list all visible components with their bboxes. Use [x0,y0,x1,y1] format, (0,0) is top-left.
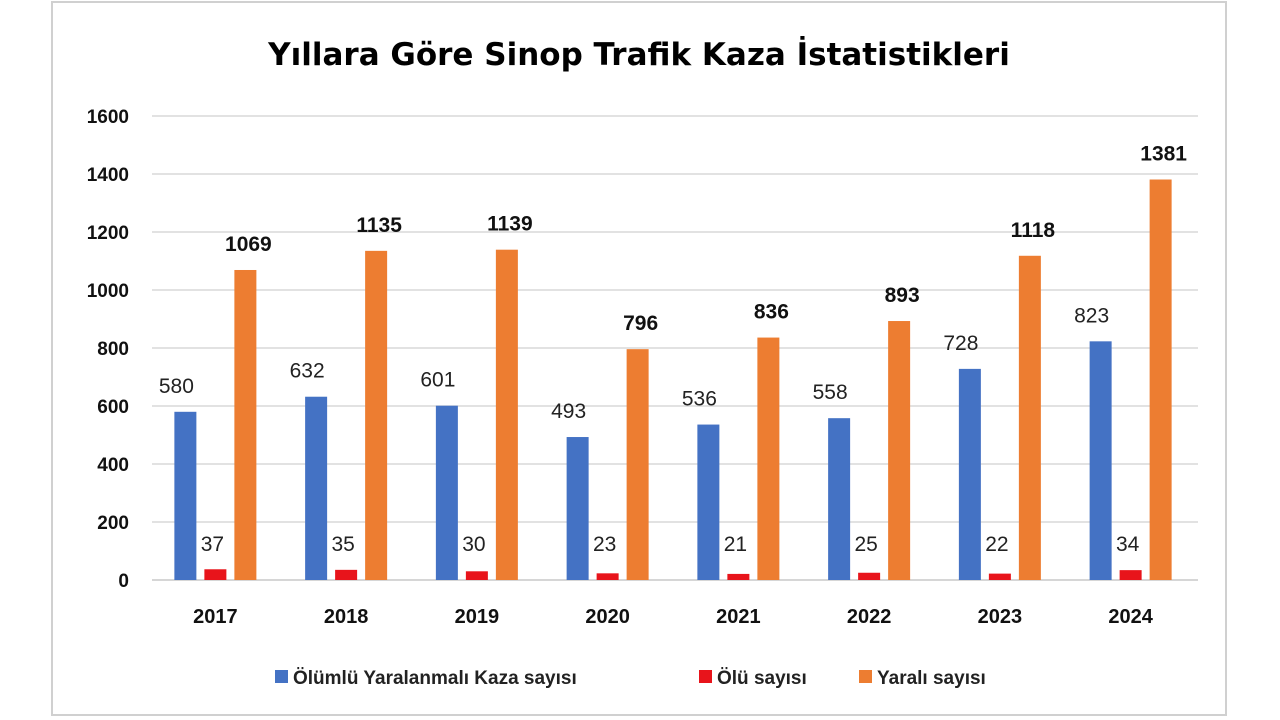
data-labels: 580 37 1069 632 35 1135 601 30 1139 493 23 796 536 21… [159,143,1187,556]
bar-accidents [305,396,328,580]
legend: Ölümlü Yaralanmalı Kaza sayısı Ölü sayısı… [275,668,986,689]
x-tick-label: 2021 [716,606,761,628]
bar-accidents [958,368,981,580]
legend-item-accidents: Ölümlü Yaralanmalı Kaza sayısı [275,668,577,689]
bar-deaths [204,569,227,580]
y-axis-ticks: 0 200 400 600 800 1000 1200 1400 1600 [87,107,129,592]
bar-accidents [435,405,458,580]
x-tick-label: 2022 [847,606,892,628]
bar-injured [1018,255,1041,580]
y-tick-label: 400 [97,455,129,476]
bar-accidents [566,437,589,580]
bars [174,179,1172,580]
bar-injured [365,250,388,580]
data-label-deaths: 21 [724,533,747,556]
bar-deaths [858,572,881,580]
data-label-accidents: 493 [551,400,586,423]
data-label-accidents: 580 [159,375,194,398]
legend-item-deaths: Ölü sayısı [699,668,807,689]
bar-injured [626,349,649,580]
data-label-deaths: 34 [1116,533,1140,556]
bar-deaths [335,569,358,580]
bar-deaths [596,573,619,580]
y-tick-label: 600 [97,397,129,418]
data-label-deaths: 25 [854,533,877,556]
data-label-accidents: 601 [420,369,455,392]
bar-accidents [697,424,720,580]
data-label-injured: 1118 [1011,219,1056,242]
data-label-deaths: 30 [462,533,485,556]
bar-chart: Yıllara Göre Sinop Trafik Kaza İstatisti… [87,37,1198,689]
data-label-accidents: 823 [1074,304,1109,327]
bar-injured [234,269,257,580]
legend-swatch [699,670,712,683]
x-axis-ticks: 2017 2018 2019 2020 2021 2022 2023 2024 [193,606,1154,628]
y-tick-label: 0 [118,571,129,592]
x-tick-label: 2023 [978,606,1023,628]
data-label-deaths: 23 [593,533,616,556]
bar-deaths [727,573,750,580]
bar-injured [888,321,911,580]
legend-label: Ölü sayısı [717,668,807,689]
data-label-injured: 893 [885,284,920,307]
y-tick-label: 1000 [87,281,129,302]
bar-deaths [465,571,488,580]
bar-injured [1149,179,1172,580]
bar-accidents [1089,341,1112,580]
legend-label: Yaralı sayısı [877,668,986,689]
bar-deaths [1119,570,1142,580]
x-tick-label: 2018 [324,606,369,628]
x-tick-label: 2019 [455,606,500,628]
data-label-deaths: 37 [201,533,224,556]
bar-accidents [174,411,197,580]
x-tick-label: 2017 [193,606,238,628]
data-label-injured: 1069 [225,233,272,256]
y-tick-label: 1400 [87,165,129,186]
data-label-injured: 1139 [487,213,533,236]
bar-injured [495,249,518,580]
y-tick-label: 800 [97,339,129,360]
data-label-accidents: 728 [943,332,978,355]
data-label-injured: 1381 [1140,143,1187,166]
data-label-injured: 836 [754,301,789,324]
y-tick-label: 200 [97,513,129,534]
legend-label: Ölümlü Yaralanmalı Kaza sayısı [293,668,577,689]
data-label-injured: 1135 [356,214,402,237]
bar-injured [757,337,780,580]
data-label-injured: 796 [623,312,658,335]
data-label-deaths: 22 [985,533,1008,556]
bar-accidents [828,418,851,580]
chart-title: Yıllara Göre Sinop Trafik Kaza İstatisti… [267,37,1010,73]
y-tick-label: 1200 [87,223,129,244]
x-tick-label: 2020 [585,606,630,628]
x-tick-label: 2024 [1108,606,1153,628]
legend-swatch [859,670,872,683]
data-label-accidents: 632 [290,360,325,383]
bar-deaths [988,573,1011,580]
chart-frame: Yıllara Göre Sinop Trafik Kaza İstatisti… [51,1,1227,716]
data-label-accidents: 536 [682,388,717,411]
y-tick-label: 1600 [87,107,129,128]
data-label-accidents: 558 [813,381,848,404]
data-label-deaths: 35 [331,533,354,556]
legend-item-injured: Yaralı sayısı [859,668,986,689]
legend-swatch [275,670,288,683]
